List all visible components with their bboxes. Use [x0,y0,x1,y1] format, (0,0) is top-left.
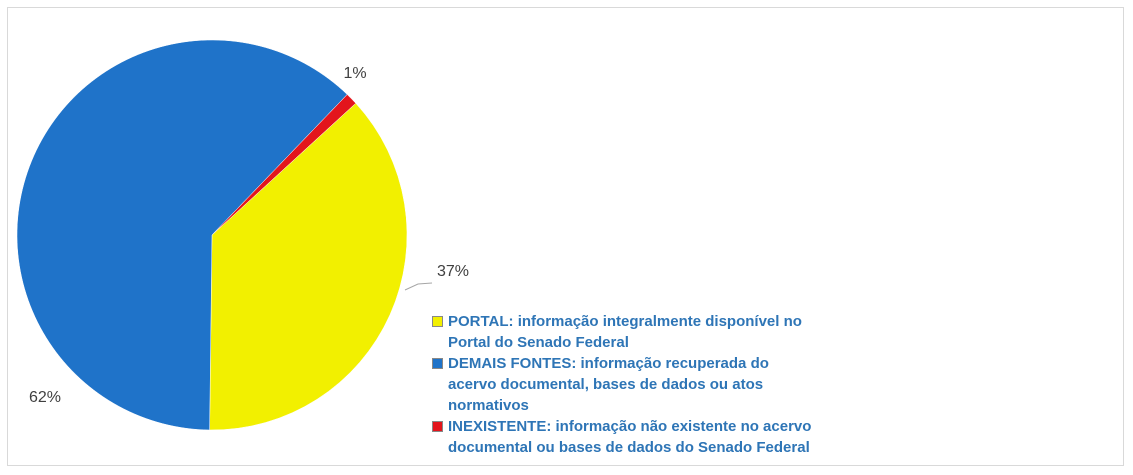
data-label: 1% [343,65,366,82]
legend-swatch [432,358,443,369]
legend-label: PORTAL: informação integralmente disponí… [448,313,802,351]
pie-slice [16,39,348,431]
legend: PORTAL: informação integralmente disponí… [432,311,812,458]
leader-line [404,282,433,291]
legend-entry: DEMAIS FONTES: informação recuperada do … [432,353,812,416]
legend-entry: PORTAL: informação integralmente disponí… [432,311,812,353]
legend-swatch [432,316,443,327]
data-label: 62% [29,389,61,406]
legend-label: DEMAIS FONTES: informação recuperada do … [448,355,769,414]
pie-slice [209,102,408,431]
pie-slice [211,94,357,236]
legend-swatch [432,421,443,432]
legend-label: INEXISTENTE: informação não existente no… [448,418,812,456]
data-label: 37% [437,263,469,280]
chart-frame [7,7,1124,466]
legend-entry: INEXISTENTE: informação não existente no… [432,416,812,458]
